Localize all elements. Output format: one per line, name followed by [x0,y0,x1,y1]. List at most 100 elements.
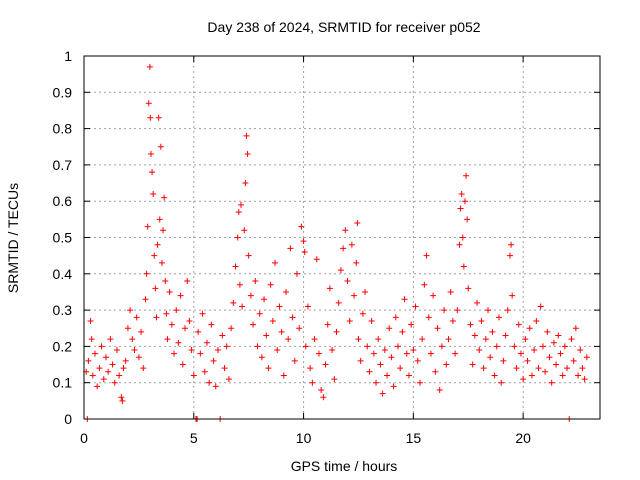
data-point [353,259,360,266]
data-point [478,317,485,324]
y-tick-label: 0.5 [53,230,73,246]
grid-lines [84,56,600,419]
data-point [359,310,366,317]
data-point [157,143,164,150]
data-point [399,328,406,335]
data-point [373,379,380,386]
data-point [151,252,158,259]
x-tick-label: 10 [296,430,312,446]
data-point [244,151,251,158]
data-point [145,100,152,107]
y-tick-label: 0.6 [53,193,73,209]
data-point [161,194,168,201]
data-point [269,317,276,324]
data-point [366,368,373,375]
data-point [333,328,340,335]
data-point [140,365,147,372]
data-point [182,325,189,332]
data-point [309,379,316,386]
data-point [463,172,470,179]
data-point [111,379,118,386]
data-point [531,347,538,354]
y-tick-labels: 0 0.1 0.2 0.3 0.4 0.5 0.6 0.7 0.8 0.9 1 [53,48,73,427]
data-point [544,328,551,335]
data-point [232,263,239,270]
data-point [495,314,502,321]
data-point [410,347,417,354]
data-point [122,357,129,364]
y-tick-label: 0.7 [53,157,73,173]
data-point [403,350,410,357]
x-tick-label: 15 [406,430,422,446]
data-point [471,332,478,339]
data-point [508,241,515,248]
data-point [368,317,375,324]
data-point [304,303,311,310]
data-point [577,347,584,354]
data-point [98,343,105,350]
data-point [149,169,156,176]
data-point [118,394,125,401]
data-point [267,281,274,288]
data-point [425,314,432,321]
data-point [445,336,452,343]
data-point [318,386,325,393]
data-point [346,317,353,324]
data-point [177,292,184,299]
x-axis-label: GPS time / hours [291,458,398,474]
data-point [522,336,529,343]
data-point [276,303,283,310]
data-point [261,296,268,303]
data-point [489,328,496,335]
data-point [441,307,448,314]
data-point [179,361,186,368]
data-point [289,314,296,321]
data-point [579,365,586,372]
data-point [375,336,382,343]
data-point [384,372,391,379]
data-point [546,354,553,361]
x-tick-labels: 0 5 10 15 20 [80,430,531,446]
data-point [362,288,369,295]
data-point [537,303,544,310]
data-point [236,281,243,288]
data-point [459,234,466,241]
data-point [461,198,468,205]
data-point [247,292,254,299]
data-point [197,350,204,357]
data-point [337,267,344,274]
data-point [298,223,305,230]
data-point [88,336,95,343]
data-point [381,347,388,354]
data-point [210,357,217,364]
data-point [434,325,441,332]
data-point [348,241,355,248]
data-point [278,328,285,335]
data-point [561,343,568,350]
data-point [377,361,384,368]
tick-marks [83,55,600,420]
data-point [243,132,250,139]
data-point [154,241,161,248]
data-point [214,347,221,354]
data-point [456,241,463,248]
data-point [331,376,338,383]
data-point [274,347,281,354]
data-point [515,321,522,328]
data-point [144,223,151,230]
data-point [354,219,361,226]
data-point [469,361,476,368]
data-point [100,376,107,383]
data-point [457,205,464,212]
data-point [564,365,571,372]
data-point [504,307,511,314]
data-point [322,361,329,368]
data-point [568,336,575,343]
data-point [302,343,309,350]
chart-title: Day 238 of 2024, SRMTID for receiver p05… [207,19,480,35]
data-point [102,354,109,361]
data-point [408,321,415,328]
data-point [155,114,162,121]
data-point [474,299,481,306]
